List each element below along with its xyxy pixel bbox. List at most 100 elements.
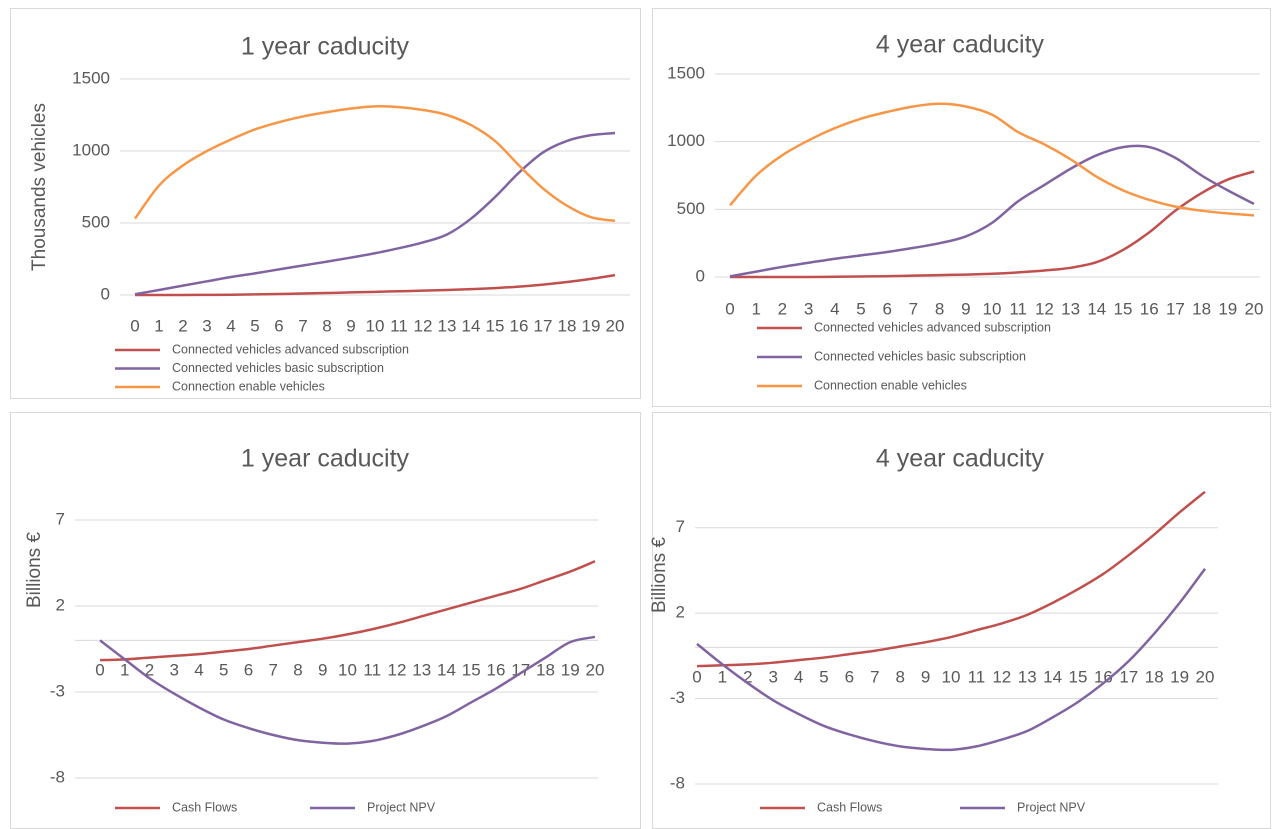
x-tick-label: 0 (95, 660, 104, 679)
y-axis-label: Billions € (24, 532, 45, 608)
x-tick-label: 10 (338, 660, 357, 679)
y-tick-label: -3 (670, 688, 685, 707)
x-tick-label: 19 (1170, 667, 1189, 686)
y-tick-label: 7 (676, 517, 685, 536)
x-tick-label: 18 (1192, 299, 1211, 318)
x-tick-label: 3 (202, 316, 211, 335)
x-tick-label: 11 (390, 316, 408, 335)
y-tick-label: 1000 (72, 140, 110, 159)
x-tick-label: 10 (366, 316, 385, 335)
x-tick-label: 2 (778, 299, 787, 318)
x-tick-label: 0 (130, 316, 139, 335)
y-tick-label: 500 (82, 212, 110, 231)
x-tick-label: 15 (1114, 299, 1133, 318)
chart-title: 4 year caducity (876, 31, 1045, 59)
x-tick-label: 1 (120, 660, 129, 679)
legend-label: Project NPV (1017, 800, 1086, 814)
y-axis-label: Billions € (649, 537, 670, 613)
legend-label: Connected vehicles basic subscription (172, 361, 384, 375)
x-tick-label: 5 (819, 667, 828, 686)
y-tick-label: 1500 (667, 63, 705, 82)
legend-label: Connection enable vehicles (172, 379, 325, 393)
x-tick-label: 8 (293, 660, 302, 679)
x-tick-label: 5 (856, 299, 865, 318)
x-tick-label: 8 (935, 299, 944, 318)
x-tick-label: 5 (250, 316, 259, 335)
x-tick-label: 9 (921, 667, 930, 686)
panel (652, 412, 1271, 829)
series-line (133, 105, 616, 223)
x-tick-label: 8 (895, 667, 904, 686)
x-tick-label: 6 (274, 316, 283, 335)
y-tick-label: -3 (50, 681, 65, 700)
x-tick-label: 7 (298, 316, 307, 335)
series-line (729, 144, 1255, 278)
series-line (135, 273, 616, 297)
y-tick-label: 1500 (72, 68, 110, 87)
series-line (730, 170, 1255, 279)
x-tick-label: 4 (194, 660, 203, 679)
y-tick-label: 0 (101, 284, 110, 303)
y-tick-label: -8 (670, 773, 685, 792)
y-tick-label: 2 (56, 595, 65, 614)
x-tick-label: 16 (1140, 299, 1159, 318)
legend-label: Connection enable vehicles (814, 378, 967, 392)
x-tick-label: 3 (170, 660, 179, 679)
y-axis-label: Thousands vehicles (29, 103, 50, 271)
x-tick-label: 13 (438, 316, 457, 335)
x-tick-label: 16 (487, 660, 506, 679)
x-tick-label: 7 (909, 299, 918, 318)
x-tick-label: 20 (586, 660, 605, 679)
panel (10, 412, 641, 829)
x-tick-label: 13 (1018, 667, 1037, 686)
x-tick-label: 12 (414, 316, 433, 335)
x-tick-label: 2 (743, 667, 752, 686)
x-tick-label: 11 (968, 667, 986, 686)
legend-label: Connected vehicles advanced subscription (172, 342, 409, 356)
x-tick-label: 19 (561, 660, 580, 679)
chart-title: 1 year caducity (241, 445, 410, 473)
x-tick-label: 2 (178, 316, 187, 335)
x-tick-label: 13 (1061, 299, 1080, 318)
x-tick-label: 4 (226, 316, 235, 335)
chart-title: 1 year caducity (241, 33, 410, 61)
x-tick-label: 3 (804, 299, 813, 318)
x-tick-label: 13 (412, 660, 431, 679)
x-tick-label: 7 (870, 667, 879, 686)
x-tick-label: 16 (1094, 667, 1113, 686)
series-line (696, 490, 1206, 668)
y-tick-label: 500 (677, 199, 705, 218)
series-line (134, 131, 616, 296)
legend-label: Project NPV (367, 800, 436, 814)
x-tick-label: 4 (794, 667, 803, 686)
x-tick-label: 15 (1069, 667, 1088, 686)
x-tick-label: 20 (1196, 667, 1215, 686)
y-tick-label: 2 (676, 603, 685, 622)
x-tick-label: 14 (1087, 299, 1106, 318)
panel (10, 8, 641, 399)
x-tick-label: 6 (244, 660, 253, 679)
x-tick-label: 17 (534, 316, 553, 335)
x-tick-label: 9 (346, 316, 355, 335)
x-tick-label: 20 (1245, 299, 1264, 318)
x-tick-label: 18 (536, 660, 555, 679)
y-tick-label: 7 (56, 509, 65, 528)
x-tick-label: 12 (388, 660, 407, 679)
x-tick-label: 3 (768, 667, 777, 686)
x-tick-label: 20 (606, 316, 625, 335)
x-tick-label: 19 (1218, 299, 1237, 318)
y-tick-label: 1000 (667, 131, 705, 150)
x-tick-label: 17 (1166, 299, 1185, 318)
x-tick-label: 15 (486, 316, 505, 335)
x-tick-label: 10 (942, 667, 961, 686)
legend-label: Cash Flows (817, 800, 882, 814)
x-tick-label: 12 (1035, 299, 1054, 318)
y-tick-label: -8 (50, 767, 65, 786)
x-tick-label: 18 (558, 316, 577, 335)
x-tick-label: 16 (510, 316, 529, 335)
x-tick-label: 2 (145, 660, 154, 679)
x-tick-label: 11 (1009, 299, 1027, 318)
x-tick-label: 1 (154, 316, 163, 335)
x-tick-label: 1 (751, 299, 760, 318)
